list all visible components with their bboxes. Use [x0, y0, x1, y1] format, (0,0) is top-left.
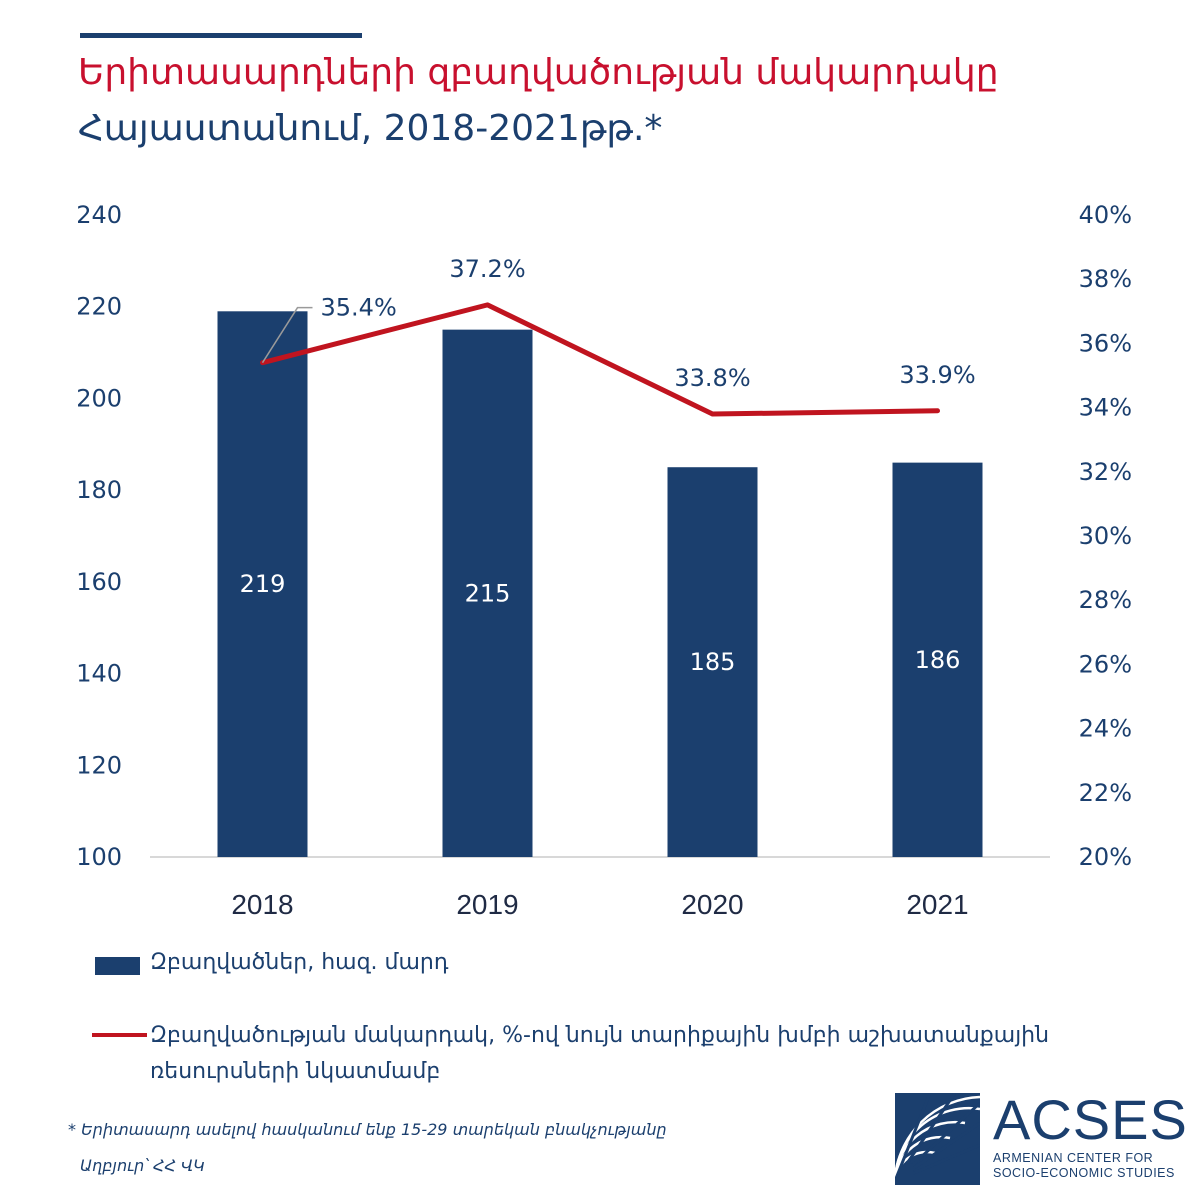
right-axis-tick-label: 36% [1079, 329, 1132, 357]
x-axis-ticks: 2018 2019 2020 2021 [231, 889, 968, 920]
x-axis-tick-label: 2020 [681, 889, 743, 920]
chart-title-line-2: Հայաստանում, 2018-2021թթ.* [78, 108, 663, 149]
bar [442, 329, 533, 858]
bar-data-label: 186 [915, 646, 961, 674]
combo-chart: 100 120 140 160 180 200 220 240 20% 22% 24% 26% 28%… [76, 201, 1132, 920]
left-axis-tick-label: 120 [76, 751, 122, 779]
line-data-label: 37.2% [449, 255, 525, 283]
bar [892, 462, 983, 857]
right-axis-tick-label: 24% [1079, 715, 1132, 743]
right-axis-tick-label: 20% [1079, 843, 1132, 871]
top-accent-rule [80, 33, 362, 38]
bar-data-label: 185 [690, 648, 736, 676]
bar [217, 311, 308, 857]
line-data-labels: 35.4% 37.2% 33.8% 33.9% [261, 255, 976, 392]
right-axis-tick-label: 40% [1079, 201, 1132, 229]
bar [667, 467, 758, 857]
legend-bar-label: Զբաղվածներ, հազ. մարդ [150, 950, 449, 975]
left-axis-tick-label: 180 [76, 476, 122, 504]
bar-data-label: 219 [240, 570, 286, 598]
x-axis-tick-label: 2018 [231, 889, 293, 920]
right-axis-tick-label: 32% [1079, 458, 1132, 486]
right-axis-tick-label: 26% [1079, 650, 1132, 678]
left-axis-tick-label: 140 [76, 660, 122, 688]
right-axis-tick-label: 30% [1079, 522, 1132, 550]
line-data-label: 33.8% [674, 364, 750, 392]
left-axis-tick-label: 220 [76, 293, 122, 321]
bar-data-label: 215 [465, 579, 511, 607]
acses-logo: ACSES ARMENIAN CENTER FOR SOCIO-ECONOMIC… [895, 1088, 1187, 1188]
left-axis-tick-label: 100 [76, 843, 122, 871]
line-series [260, 302, 940, 417]
logo-subtitle-line-2: SOCIO-ECONOMIC STUDIES [993, 1166, 1175, 1180]
source-note: Աղբյուր՝ ՀՀ ՎԿ [80, 1156, 205, 1175]
right-axis-ticks: 20% 22% 24% 26% 28% 30% 32% 34% 36% 38% 40% [1079, 201, 1132, 871]
legend-line-swatch [92, 1033, 147, 1037]
line-data-label: 33.9% [899, 361, 975, 389]
bar-series [217, 311, 983, 858]
line-data-label: 35.4% [321, 294, 397, 322]
bar-data-labels: 219 215 185 186 [240, 570, 961, 676]
left-axis-tick-label: 160 [76, 568, 122, 596]
footnote: * Երիտասարդ ասելով հասկանում ենք 15-29 տ… [68, 1120, 667, 1139]
legend-line-label: Զբաղվածության մակարդակ, %-ով նույն տարիք… [150, 1023, 1050, 1084]
right-axis-tick-label: 34% [1079, 394, 1132, 422]
logo-wordmark: ACSES [993, 1088, 1188, 1151]
legend-bar-swatch [95, 957, 140, 975]
left-axis-ticks: 100 120 140 160 180 200 220 240 [76, 201, 122, 871]
left-axis-tick-label: 200 [76, 384, 122, 412]
right-axis-tick-label: 28% [1079, 586, 1132, 614]
left-axis-tick-label: 240 [76, 201, 122, 229]
right-axis-tick-label: 22% [1079, 779, 1132, 807]
x-axis-tick-label: 2021 [906, 889, 968, 920]
chart-title-line-1: Երիտասարդների զբաղվածության մակարդակը [78, 52, 999, 93]
series-line [260, 302, 940, 417]
logo-subtitle-line-1: ARMENIAN CENTER FOR [993, 1151, 1154, 1165]
amphitheater-logo-icon [895, 1093, 980, 1185]
data-label-leader-line [261, 306, 313, 364]
right-axis-tick-label: 38% [1079, 265, 1132, 293]
x-axis-tick-label: 2019 [456, 889, 518, 920]
